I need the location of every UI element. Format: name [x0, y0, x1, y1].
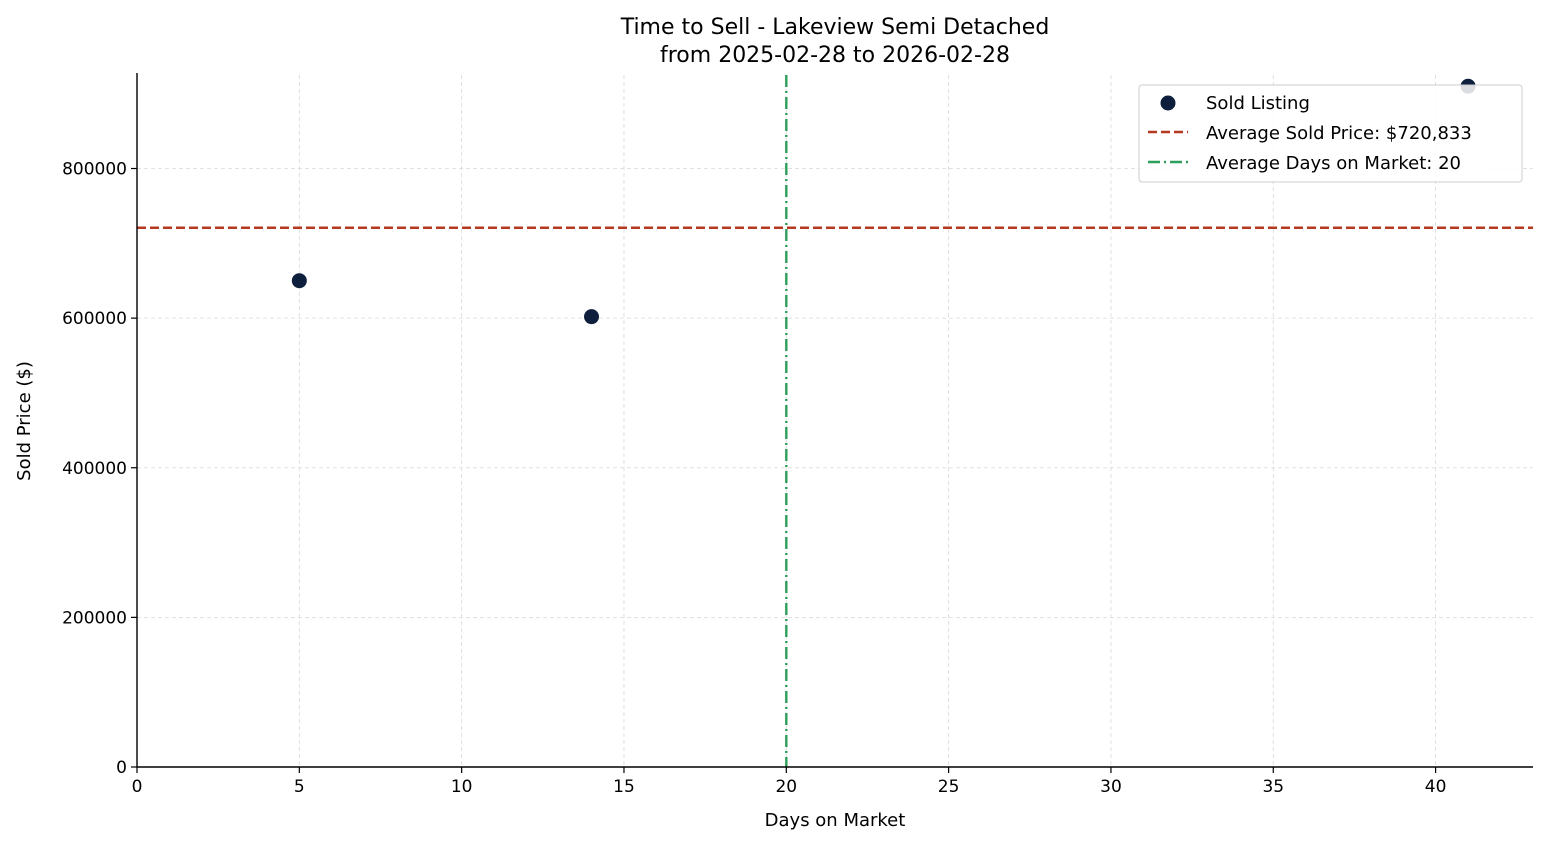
y-tick-label: 0: [116, 758, 127, 778]
legend-box: [1138, 84, 1523, 183]
y-tick-label: 200000: [62, 608, 127, 628]
x-tick-label: 0: [132, 777, 143, 797]
x-axis-label: Days on Market: [765, 810, 906, 831]
legend-label-average-days: Average Days on Market: 20: [1206, 153, 1461, 174]
x-tick-label: 40: [1425, 777, 1447, 797]
chart-subtitle: from 2025-02-28 to 2026-02-28: [660, 43, 1010, 68]
x-tick-label: 25: [938, 777, 960, 797]
data-points: [291, 78, 1476, 325]
y-axis-label: Sold Price ($): [14, 361, 35, 481]
chart-title: Time to Sell - Lakeview Semi Detached: [620, 15, 1050, 40]
x-tick-label: 5: [294, 777, 305, 797]
y-tick-label: 800000: [62, 160, 127, 180]
axes: [131, 73, 1533, 773]
x-tick-label: 35: [1262, 777, 1284, 797]
legend-label-sold-listing: Sold Listing: [1206, 93, 1310, 114]
y-tick-label: 400000: [62, 459, 127, 479]
legend: Sold Listing Average Sold Price: $720,83…: [1138, 84, 1523, 183]
tick-labels: 0 5 10 15 20 25 30 35 40 0 200000 400000 600000 80000…: [62, 160, 1446, 797]
data-point: [291, 273, 307, 289]
x-tick-label: 15: [613, 777, 635, 797]
data-point: [584, 309, 600, 325]
x-tick-label: 10: [451, 777, 473, 797]
grid: [137, 75, 1533, 767]
x-tick-label: 20: [775, 777, 797, 797]
legend-marker-sold-listing: [1160, 95, 1176, 111]
x-tick-label: 30: [1100, 777, 1122, 797]
legend-label-average-sold-price: Average Sold Price: $720,833: [1206, 123, 1472, 144]
y-tick-label: 600000: [62, 309, 127, 329]
reference-lines: [137, 75, 1533, 767]
